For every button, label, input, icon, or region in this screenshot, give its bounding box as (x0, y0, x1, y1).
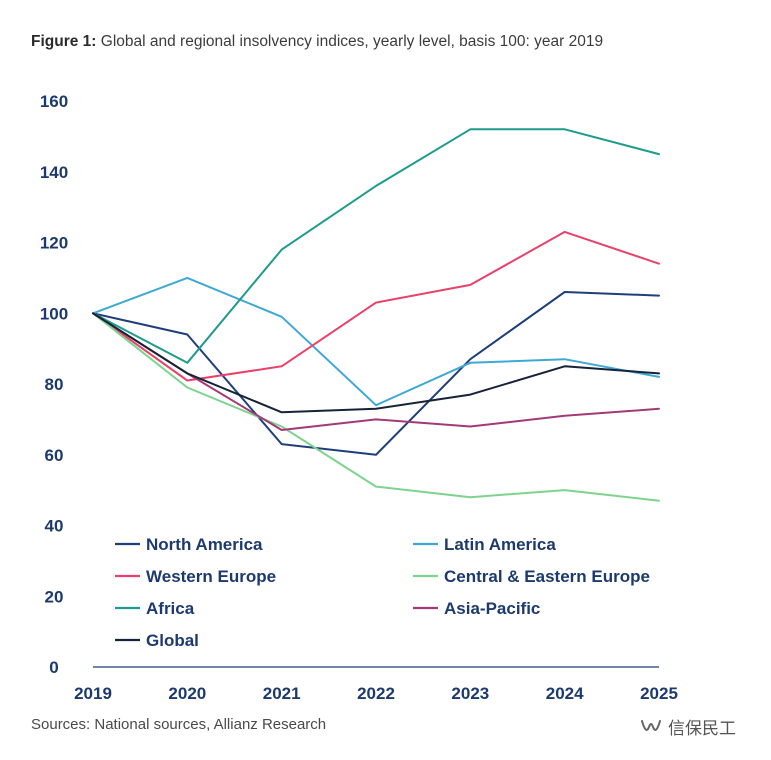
x-tick-label: 2019 (74, 684, 112, 703)
legend-label: Global (146, 631, 199, 650)
wechat-channel-icon (641, 719, 661, 731)
x-tick-label: 2020 (168, 684, 206, 703)
y-axis-ticks: 0 20 40 60 80 100 120 140 160 (40, 92, 68, 677)
legend-label: Latin America (444, 535, 556, 554)
y-tick-label: 120 (40, 234, 68, 253)
figure-label: Figure 1: (31, 33, 97, 50)
y-tick-label: 160 (40, 92, 68, 111)
y-tick-label: 100 (40, 304, 68, 323)
y-tick-label: 20 (45, 587, 64, 606)
legend-item: Africa (115, 599, 195, 618)
figure-title-text: Global and regional insolvency indices, … (100, 33, 604, 50)
y-tick-label: 0 (49, 658, 58, 677)
source-note: Sources: National sources, Allianz Resea… (31, 716, 327, 733)
x-tick-label: 2023 (451, 684, 489, 703)
x-tick-label: 2021 (263, 684, 301, 703)
x-tick-label: 2025 (640, 684, 678, 703)
series-line-africa (92, 128, 660, 364)
watermark-text: 信保民工 (668, 719, 736, 738)
series-line-global (92, 312, 660, 414)
legend-item: Global (115, 631, 199, 650)
x-tick-label: 2022 (357, 684, 395, 703)
legend-item: Asia-Pacific (413, 599, 540, 618)
series-line-asia-pacific (92, 312, 660, 431)
y-tick-label: 60 (45, 446, 64, 465)
x-axis-ticks: 2019 2020 2021 2022 2023 2024 2025 (74, 684, 678, 703)
figure-title: Figure 1: Global and regional insolvency… (31, 33, 603, 51)
legend-item: Latin America (413, 535, 556, 554)
y-tick-label: 40 (45, 517, 64, 536)
legend-label: Africa (146, 599, 195, 618)
legend-label: North America (146, 535, 263, 554)
series-line-latin-america (92, 276, 660, 407)
x-tick-label: 2024 (546, 684, 584, 703)
legend-item: North America (115, 535, 263, 554)
series-line-north-america (92, 291, 660, 456)
watermark: 信保民工 (640, 714, 736, 739)
legend-label: Western Europe (146, 567, 276, 586)
legend-item: Central & Eastern Europe (413, 567, 650, 586)
legend-label: Asia-Pacific (444, 599, 540, 618)
series-line-western-europe (92, 230, 660, 382)
series-line-central-eastern-europe (92, 312, 660, 502)
legend-label: Central & Eastern Europe (444, 567, 650, 586)
y-tick-label: 80 (45, 375, 64, 394)
legend: North America Latin America Western Europe… (115, 535, 650, 650)
legend-item: Western Europe (115, 567, 276, 586)
series-lines (92, 128, 660, 502)
y-tick-label: 140 (40, 163, 68, 182)
